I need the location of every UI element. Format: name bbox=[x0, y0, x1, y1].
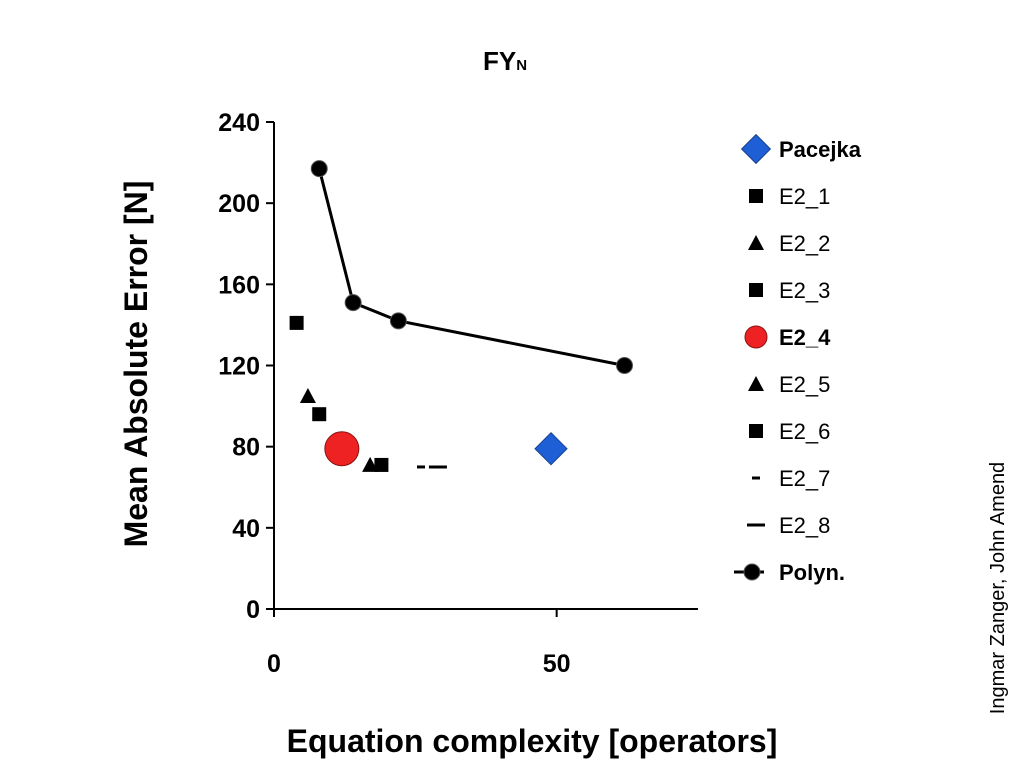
legend-label: E2_3 bbox=[779, 278, 830, 303]
x-axis-title: Equation complexity [operators] bbox=[287, 723, 778, 759]
point-e2-1 bbox=[289, 315, 304, 330]
legend-label: E2_5 bbox=[779, 372, 830, 397]
series-line-polyn bbox=[317, 168, 625, 367]
legend-marker bbox=[743, 563, 761, 581]
point-e2-5 bbox=[362, 456, 379, 472]
data-marks bbox=[289, 160, 634, 472]
legend-label: E2_2 bbox=[779, 231, 830, 256]
legend-item: E2_8 bbox=[747, 513, 830, 538]
legend-marker bbox=[749, 424, 763, 438]
legend-label: E2_8 bbox=[779, 513, 830, 538]
point-pacejka bbox=[534, 431, 568, 466]
legend-label: Polyn. bbox=[779, 560, 845, 585]
legend-item: E2_7 bbox=[752, 466, 830, 491]
legend-label: E2_4 bbox=[779, 325, 831, 350]
point-polyn bbox=[344, 294, 362, 312]
point-e2-6 bbox=[374, 457, 389, 472]
legend-marker bbox=[748, 235, 764, 250]
point-polyn bbox=[310, 160, 328, 178]
legend-marker bbox=[749, 189, 763, 203]
legend-item: E2_3 bbox=[749, 278, 830, 303]
axes: 0 40 80 120 160 200 240 0 50 bbox=[218, 109, 698, 678]
legend-label: E2_6 bbox=[779, 419, 830, 444]
legend: Pacejka E2_1 E2_2 E2_3 E2_4 E2_5 E2_6 E2_7 E2_8 P… bbox=[734, 133, 862, 585]
legend-item: E2_2 bbox=[748, 231, 830, 256]
point-polyn bbox=[389, 312, 407, 330]
y-tick-label: 80 bbox=[232, 434, 260, 462]
legend-item: E2_4 bbox=[744, 325, 831, 350]
x-tick-label: 50 bbox=[543, 650, 571, 678]
point-e2-2 bbox=[299, 387, 316, 403]
legend-label: E2_1 bbox=[779, 184, 830, 209]
legend-label: E2_7 bbox=[779, 466, 830, 491]
legend-marker bbox=[749, 283, 763, 297]
chart-title-main: FY bbox=[483, 46, 516, 76]
y-tick-label: 0 bbox=[246, 596, 260, 624]
legend-label: Pacejka bbox=[779, 137, 862, 162]
legend-item: Polyn. bbox=[734, 560, 845, 585]
chart-title: FYN bbox=[483, 46, 527, 76]
y-tick-label: 240 bbox=[218, 109, 260, 137]
legend-item: E2_5 bbox=[748, 372, 830, 397]
point-e2-4 bbox=[324, 431, 360, 467]
y-tick-label: 40 bbox=[232, 515, 260, 543]
y-tick-label: 120 bbox=[218, 353, 260, 381]
legend-marker bbox=[740, 133, 772, 165]
legend-item: E2_1 bbox=[749, 184, 830, 209]
chart-title-subscript: N bbox=[516, 57, 527, 74]
y-tick-label: 200 bbox=[218, 190, 260, 218]
point-e2-3 bbox=[312, 407, 327, 422]
legend-marker bbox=[744, 325, 768, 349]
legend-item: Pacejka bbox=[740, 133, 862, 165]
x-tick-label: 0 bbox=[267, 650, 281, 678]
y-tick-label: 160 bbox=[218, 271, 260, 299]
legend-item: E2_6 bbox=[749, 419, 830, 444]
legend-marker bbox=[748, 376, 764, 391]
point-polyn bbox=[616, 357, 634, 374]
y-axis-title: Mean Absolute Error [N] bbox=[118, 181, 154, 548]
credit-text: Ingmar Zanger, John Amend bbox=[987, 462, 1009, 714]
